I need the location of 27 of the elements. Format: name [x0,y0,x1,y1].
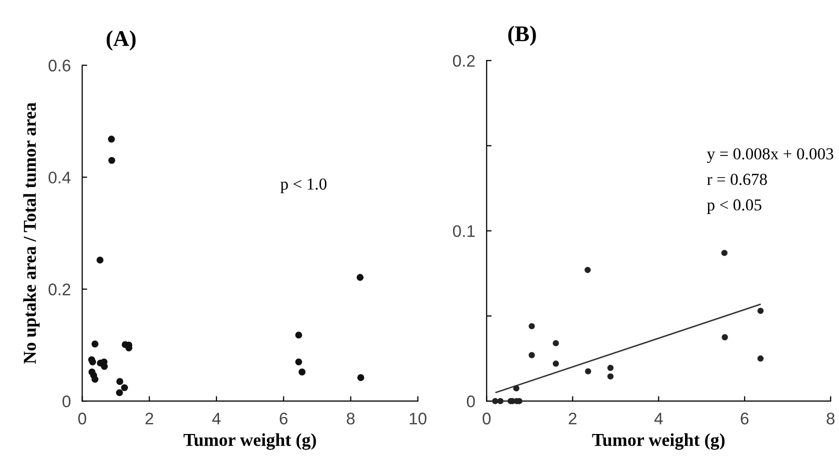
y-tick-label: 0.2 [48,284,70,296]
x-tick-label: 6 [740,412,749,424]
x-tick-label: 6 [280,412,288,424]
x-tick-label: 4 [212,412,221,424]
y-tick-label: 0.4 [48,172,71,184]
x-tick-label: 10 [410,412,426,424]
x-axis-title: Tumor weight (g) [184,433,316,450]
x-tick-label: 2 [146,412,154,424]
annotation: p < 1.0 [280,178,326,194]
x-axis-title: Tumor weight (g) [592,433,725,450]
y-tick-label: 0 [62,396,70,408]
x-tick-label: 8 [346,412,355,424]
chart-title: (A) [106,30,136,51]
annotation: p < 0.05 [707,199,762,214]
y-tick-label: 0.1 [452,225,475,238]
annotation: y = 0.008x + 0.003 [706,148,834,163]
y-tick-label: 0 [466,396,475,408]
x-tick-label: 0 [78,412,86,424]
x-tick-label: 2 [568,412,576,424]
chart-title: (B) [508,26,536,46]
y-tick-label: 0.6 [48,60,70,72]
x-tick-label: 0 [482,412,491,424]
x-tick-label: 4 [654,412,663,424]
y-axis-title: No uptake area / Total tumor area [23,102,40,364]
y-tick-label: 0.2 [452,54,475,67]
x-tick-label: 8 [826,412,835,424]
annotation: r = 0.678 [707,174,767,186]
